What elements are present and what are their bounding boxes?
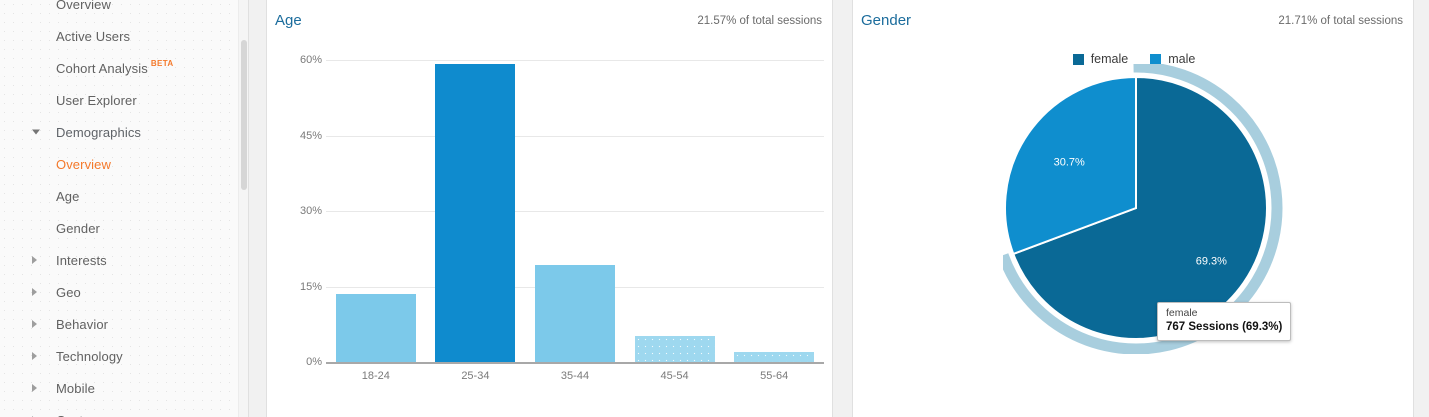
sidebar-item-active-users[interactable]: Active Users: [0, 20, 248, 52]
sidebar-item-label: Active Users: [56, 28, 131, 44]
tooltip-series-name: female: [1166, 307, 1198, 319]
gridline: [326, 60, 824, 61]
age-card-title[interactable]: Age: [275, 12, 302, 29]
sidebar-item-label: Overview: [56, 0, 111, 12]
age-card-subtitle: 21.57% of total sessions: [697, 15, 822, 27]
pie-slice-label-male: 30.7%: [1054, 157, 1085, 169]
x-axis-tick-label: 25-34: [461, 370, 490, 382]
sidebar-item-overview[interactable]: Overview: [0, 148, 248, 180]
pie-slice-female[interactable]: [1012, 75, 1268, 340]
y-axis-tick-label: 45%: [299, 129, 322, 142]
sidebar-item-label: Demographics: [56, 124, 142, 140]
legend-label: male: [1168, 52, 1196, 66]
gender-pie-chart: female male 69.3% 30.7%: [853, 44, 1413, 417]
gridline: [326, 211, 824, 212]
sidebar-item-demographics[interactable]: Demographics: [0, 116, 248, 148]
chevron-right-icon[interactable]: [32, 320, 37, 328]
sidebar-item-label: User Explorer: [56, 92, 137, 108]
bar-55-64[interactable]: [734, 351, 815, 362]
chevron-right-icon[interactable]: [32, 256, 37, 264]
x-axis-tick-label: 55-64: [760, 370, 789, 382]
sidebar-item-behavior[interactable]: Behavior: [0, 308, 248, 340]
chevron-right-icon[interactable]: [32, 352, 37, 360]
age-card-header: Age 21.57% of total sessions: [267, 0, 832, 44]
pie-svg: 69.3% 30.7%: [1003, 64, 1283, 354]
sidebar-item-gender[interactable]: Gender: [0, 212, 248, 244]
sidebar-item-custom[interactable]: Custom: [0, 404, 248, 417]
pie-slice-label-female: 69.3%: [1196, 255, 1227, 267]
sidebar-item-label: Cohort Analysis: [56, 60, 148, 76]
left-navigation-sidebar: Overview Active Users Cohort Analysis BETA U…: [0, 0, 249, 417]
sidebar-item-label: Age: [56, 188, 80, 204]
gender-chart-legend: female male: [853, 52, 1413, 66]
bar-pattern-overlay: [634, 335, 715, 362]
gender-report-card: Gender 21.71% of total sessions female ma…: [852, 0, 1414, 417]
x-axis-tick-label: 18-24: [361, 370, 390, 382]
sidebar-item-label: Mobile: [56, 380, 95, 396]
legend-entry-male[interactable]: male: [1150, 52, 1195, 66]
sidebar-scrollbar[interactable]: [238, 0, 248, 417]
pie-slice-male[interactable]: [1004, 75, 1137, 256]
tooltip-series-value: 767 Sessions (69.3%): [1166, 321, 1283, 333]
gender-pie-area: 69.3% 30.7%: [1003, 64, 1283, 354]
chevron-down-icon[interactable]: [32, 129, 40, 135]
x-axis-tick-label: 35-44: [560, 370, 590, 382]
sidebar-item-label: Interests: [56, 252, 107, 268]
chevron-right-icon[interactable]: [32, 384, 37, 392]
legend-entry-female[interactable]: female: [1072, 52, 1129, 66]
y-axis-tick-label: 15%: [299, 280, 322, 293]
pie-highlight-ring: [1003, 64, 1283, 354]
chevron-right-icon[interactable]: [32, 288, 37, 296]
gender-card-header: Gender 21.71% of total sessions: [853, 0, 1413, 44]
age-report-card: Age 21.57% of total sessions 0% 15% 30% 45%…: [266, 0, 833, 417]
sidebar-item-label: Geo: [56, 284, 81, 300]
sidebar-item-technology[interactable]: Technology: [0, 340, 248, 372]
sidebar-item-age[interactable]: Age: [0, 180, 248, 212]
x-axis-tick-label: 45-54: [660, 370, 689, 382]
bar-35-44[interactable]: [535, 264, 615, 362]
nav-list: Overview Active Users Cohort Analysis BETA U…: [0, 0, 248, 417]
gridline: [326, 135, 824, 137]
sidebar-item-label: Gender: [56, 220, 100, 236]
sidebar-item-label: Technology: [56, 348, 123, 364]
sidebar-item-overview[interactable]: Overview: [0, 0, 248, 20]
sidebar-item-cohort-analysis[interactable]: Cohort Analysis BETA: [0, 52, 248, 84]
sidebar-item-geo[interactable]: Geo: [0, 276, 248, 308]
age-bar-plot-area: [326, 60, 824, 364]
bar-25-34[interactable]: [435, 64, 516, 362]
y-axis-tick-label: 60%: [299, 54, 322, 66]
age-bar-chart: 0% 15% 30% 45% 60% 18-24 25-34 35-44 45-54 55-64: [267, 44, 832, 389]
sidebar-scrollbar-thumb[interactable]: [241, 40, 247, 190]
gender-card-subtitle: 21.71% of total sessions: [1278, 15, 1403, 27]
sidebar-item-label: Custom: [56, 413, 101, 417]
legend-swatch-female: [1072, 53, 1084, 65]
sidebar-item-interests[interactable]: Interests: [0, 244, 248, 276]
sidebar-item-mobile[interactable]: Mobile: [0, 372, 248, 404]
sidebar-item-label: Overview: [56, 156, 111, 172]
sidebar-item-label: Behavior: [56, 316, 109, 332]
pie-slice-tooltip: female 767 Sessions (69.3%): [1157, 302, 1292, 341]
gender-card-title[interactable]: Gender: [861, 12, 912, 29]
bar-pattern-overlay: [734, 351, 815, 362]
y-axis-tick-label: 30%: [299, 205, 322, 217]
bar-18-24[interactable]: [335, 294, 416, 362]
legend-swatch-male: [1150, 53, 1162, 65]
legend-label: female: [1090, 52, 1129, 66]
y-axis-tick-label: 0%: [306, 356, 322, 368]
bar-45-54[interactable]: [634, 335, 715, 362]
bar-chart-x-axis-line: [326, 362, 824, 364]
beta-badge: BETA: [150, 58, 174, 68]
sidebar-item-user-explorer[interactable]: User Explorer: [0, 84, 248, 116]
